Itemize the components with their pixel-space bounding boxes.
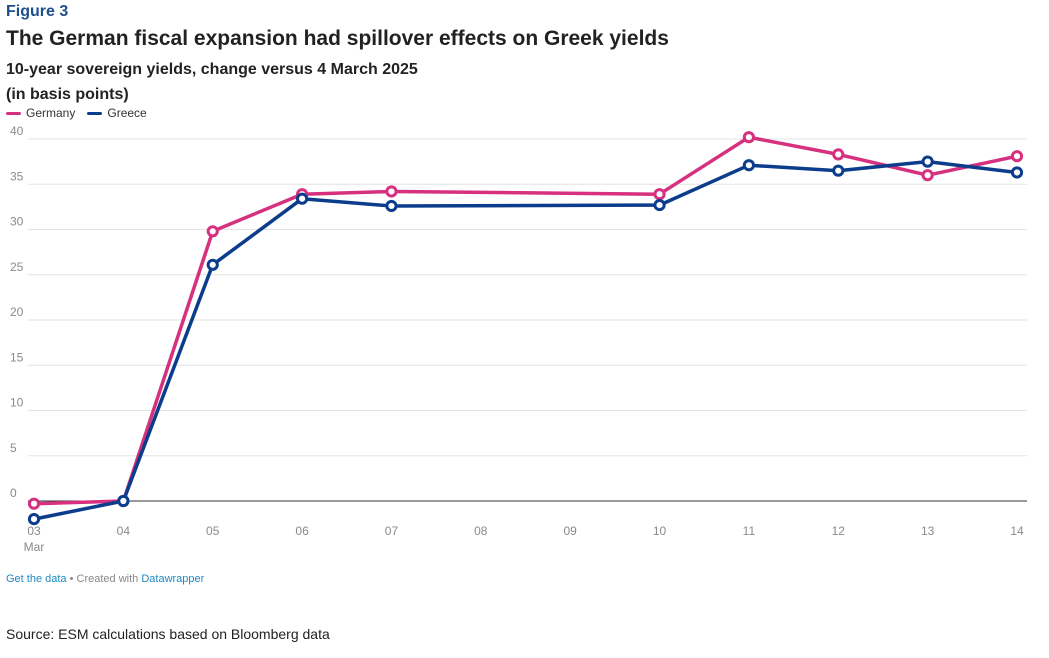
x-tick-label-08: 08: [474, 524, 488, 538]
chart-legend: Germany Greece: [6, 106, 147, 120]
data-point-germany-14: [1010, 150, 1024, 163]
y-tick-label-30: 30: [10, 215, 24, 229]
data-point-greece-05: [206, 258, 219, 271]
chart-subtitle: 10-year sovereign yields, change versus …: [6, 57, 418, 107]
y-tick-label-20: 20: [10, 305, 24, 319]
created-with-text: • Created with: [66, 573, 142, 585]
x-tick-sublabel: Mar: [24, 540, 45, 554]
series-line-greece: [32, 159, 1019, 521]
x-tick-label-13: 13: [921, 524, 935, 538]
source-note: Source: ESM calculations based on Bloomb…: [6, 626, 330, 642]
y-tick-label-5: 5: [10, 441, 17, 455]
legend-label-germany: Germany: [26, 106, 76, 120]
data-point-greece-07: [385, 199, 398, 213]
x-tick-label-05: 05: [206, 524, 220, 538]
data-point-germany-07: [385, 185, 398, 198]
y-tick-label-10: 10: [10, 396, 24, 410]
y-tick-label-15: 15: [10, 350, 24, 364]
x-tick-label-04: 04: [117, 524, 131, 538]
x-tick-label-11: 11: [743, 524, 756, 538]
x-tick-label-09: 09: [564, 524, 578, 538]
y-tick-label-35: 35: [10, 169, 24, 183]
subtitle-line-1: 10-year sovereign yields, change versus …: [6, 61, 418, 78]
data-point-greece-11: [742, 159, 756, 172]
datawrapper-link[interactable]: Datawrapper: [141, 573, 205, 585]
data-point-greece-04: [117, 494, 130, 508]
x-tick-label-14: 14: [1010, 524, 1024, 538]
legend-swatch-greece: [87, 111, 103, 115]
x-tick-label-03: 03: [27, 524, 41, 538]
data-point-germany-12: [832, 148, 845, 161]
legend-label-greece: Greece: [107, 106, 147, 120]
data-point-greece-10: [653, 198, 666, 212]
x-tick-label-10: 10: [653, 524, 667, 538]
chart-title: The German fiscal expansion had spillove…: [6, 27, 669, 50]
y-tick-label-25: 25: [10, 260, 24, 274]
data-point-germany-05: [206, 225, 219, 238]
x-tick-label-06: 06: [295, 524, 309, 538]
data-point-germany-10: [653, 188, 666, 201]
data-point-greece-03: [27, 513, 41, 526]
data-point-greece-13: [921, 155, 934, 168]
data-point-greece-14: [1010, 166, 1024, 179]
x-tick-label-07: 07: [385, 524, 399, 538]
get-data-link[interactable]: Get the data: [6, 573, 67, 585]
data-point-greece-06: [295, 192, 309, 205]
legend-item-germany: Germany: [6, 106, 75, 120]
footer-links: Get the data • Created with Datawrapper: [6, 573, 204, 585]
x-tick-label-12: 12: [832, 524, 846, 538]
data-point-germany-11: [742, 131, 756, 144]
legend-swatch-germany: [6, 111, 21, 115]
legend-item-greece: Greece: [87, 106, 147, 120]
y-tick-label-40: 40: [10, 125, 24, 138]
subtitle-line-2: (in basis points): [6, 86, 129, 103]
data-point-germany-13: [921, 169, 934, 182]
y-tick-label-0: 0: [10, 486, 17, 500]
figure-label: Figure 3: [6, 3, 69, 20]
data-point-germany-03: [27, 497, 41, 510]
data-point-greece-12: [832, 164, 845, 177]
